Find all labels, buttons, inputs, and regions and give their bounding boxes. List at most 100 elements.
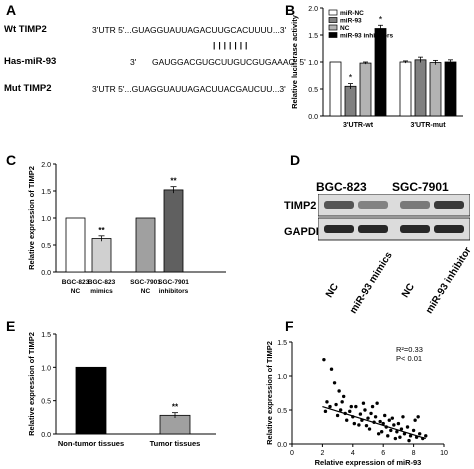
f-ytick-label: 1.0 bbox=[277, 374, 287, 381]
c-bar bbox=[163, 189, 184, 273]
e-xtick-label: Tumor tissues bbox=[150, 439, 201, 448]
b-bar bbox=[414, 59, 427, 117]
b-bar bbox=[444, 61, 457, 117]
b-ylabel: Relative luciferase activity bbox=[290, 14, 299, 109]
b-bar bbox=[429, 62, 442, 117]
f-point bbox=[332, 381, 337, 385]
lane-label-mir93-inhibitor: miR-93 inhibitor bbox=[424, 245, 474, 316]
f-point bbox=[390, 416, 395, 420]
f-xtick-label: 6 bbox=[381, 450, 385, 457]
b-ytick-label: 0.5 bbox=[308, 87, 318, 94]
blot-band-timp2 bbox=[358, 201, 388, 209]
b-ytick-label: 1.0 bbox=[308, 60, 318, 67]
e-ytick-label: 1.0 bbox=[41, 365, 51, 372]
blot-row-gapdh: GAPDH bbox=[284, 226, 324, 238]
f-point bbox=[379, 430, 384, 434]
f-xtick-label: 10 bbox=[440, 450, 448, 457]
b-legend-label: miR-NC bbox=[340, 10, 364, 17]
e-ytick-label: 0.0 bbox=[41, 432, 51, 439]
blot-box-timp2 bbox=[318, 194, 470, 217]
c-bar bbox=[65, 217, 86, 273]
f-point bbox=[408, 434, 413, 438]
blot-band-gapdh bbox=[434, 225, 464, 233]
f-point bbox=[398, 435, 402, 439]
blot-band-gapdh bbox=[400, 225, 430, 233]
f-point bbox=[375, 401, 379, 405]
b-bar bbox=[329, 61, 342, 117]
e-ylabel: Relative expression of TIMP2 bbox=[27, 332, 36, 436]
f-point bbox=[325, 400, 329, 404]
c-ytick-label: 0.0 bbox=[41, 270, 51, 277]
b-legend-swatch bbox=[328, 32, 338, 38]
panel-label-c: C bbox=[6, 152, 17, 168]
b-xtick-label: 3'UTR-mut bbox=[410, 122, 446, 129]
blot-band-gapdh bbox=[358, 225, 388, 233]
f-point bbox=[389, 428, 393, 433]
lane-label-nc-1: NC bbox=[324, 281, 341, 300]
c-ytick-label: 0.5 bbox=[41, 243, 51, 250]
blot-row-timp2: TIMP2 bbox=[284, 200, 317, 212]
f-point bbox=[393, 436, 398, 441]
blot-band-gapdh bbox=[324, 225, 354, 233]
f-point bbox=[358, 412, 363, 416]
base-pairing-lines: | | | | | | | bbox=[213, 40, 248, 50]
lane-label-mir93-mimics: miR-93 mimics bbox=[348, 250, 395, 316]
lane-label-nc-2: NC bbox=[400, 281, 417, 300]
f-point bbox=[392, 423, 396, 427]
c-ytick-label: 1.0 bbox=[41, 216, 51, 223]
f-point bbox=[376, 432, 381, 436]
f-point bbox=[348, 409, 352, 414]
b-significance: * bbox=[349, 73, 353, 83]
f-point bbox=[338, 408, 343, 412]
e-xtick-label: Non-tumor tissues bbox=[58, 439, 124, 448]
panel-label-a: A bbox=[6, 2, 17, 18]
b-legend-label: miR-93 bbox=[340, 18, 362, 25]
b-bar bbox=[344, 85, 357, 117]
blot-header-sgc7901: SGC-7901 bbox=[392, 180, 449, 194]
chart-b-luciferase: 0.0 0.5 1.0 1.5 2.0 Relative luciferase activ… bbox=[290, 6, 463, 129]
c-xtick-label: NC bbox=[71, 288, 81, 295]
c-xtick-label: mimics bbox=[90, 288, 113, 295]
f-point bbox=[329, 367, 334, 371]
f-point bbox=[413, 418, 417, 422]
f-xtick-label: 4 bbox=[351, 450, 355, 457]
f-regression-line bbox=[322, 406, 426, 440]
f-xtick-label: 8 bbox=[412, 450, 416, 457]
f-point bbox=[335, 413, 340, 418]
panel-label-d: D bbox=[290, 152, 301, 168]
f-point bbox=[399, 427, 404, 431]
f-point bbox=[369, 411, 373, 416]
c-ylabel: Relative expression of TIMP2 bbox=[27, 166, 36, 270]
f-point bbox=[417, 432, 422, 436]
b-bar bbox=[374, 28, 387, 117]
f-annotation-p: P< 0.01 bbox=[396, 354, 422, 363]
wt-timp2-label: Wt TIMP2 bbox=[4, 24, 47, 35]
f-point bbox=[364, 423, 369, 428]
panel-label-e: E bbox=[6, 318, 16, 334]
c-xtick-label: SGC-7901 bbox=[130, 279, 161, 286]
c-xtick-label: NC bbox=[141, 288, 151, 295]
b-xtick-label: 3'UTR-wt bbox=[343, 122, 374, 129]
f-point bbox=[334, 402, 338, 407]
f-point bbox=[386, 434, 390, 438]
c-ytick-label: 2.0 bbox=[41, 162, 51, 169]
c-xtick-label: BGC-823 bbox=[88, 279, 116, 286]
c-bar bbox=[91, 238, 112, 273]
f-xlabel: Relative expression of miR-93 bbox=[315, 458, 422, 467]
f-point bbox=[323, 409, 328, 414]
f-point bbox=[373, 415, 378, 419]
blot-lane-labels: NC miR-93 mimics NC miR-93 inhibitor bbox=[318, 245, 474, 316]
f-point bbox=[352, 421, 357, 426]
b-ytick-label: 2.0 bbox=[308, 6, 318, 13]
panel-label-f: F bbox=[285, 318, 294, 334]
b-legend-label: NC bbox=[340, 25, 350, 32]
c-xtick-label: BGC-823 bbox=[62, 279, 90, 286]
f-point bbox=[349, 404, 353, 409]
blot-band-timp2 bbox=[324, 201, 354, 209]
c-significance: ** bbox=[98, 226, 105, 235]
western-blot-image bbox=[318, 194, 470, 241]
b-legend-swatch bbox=[328, 9, 338, 16]
e-bar bbox=[159, 414, 191, 435]
f-xtick-label: 2 bbox=[320, 450, 324, 457]
f-xtick-label: 0 bbox=[290, 450, 294, 457]
